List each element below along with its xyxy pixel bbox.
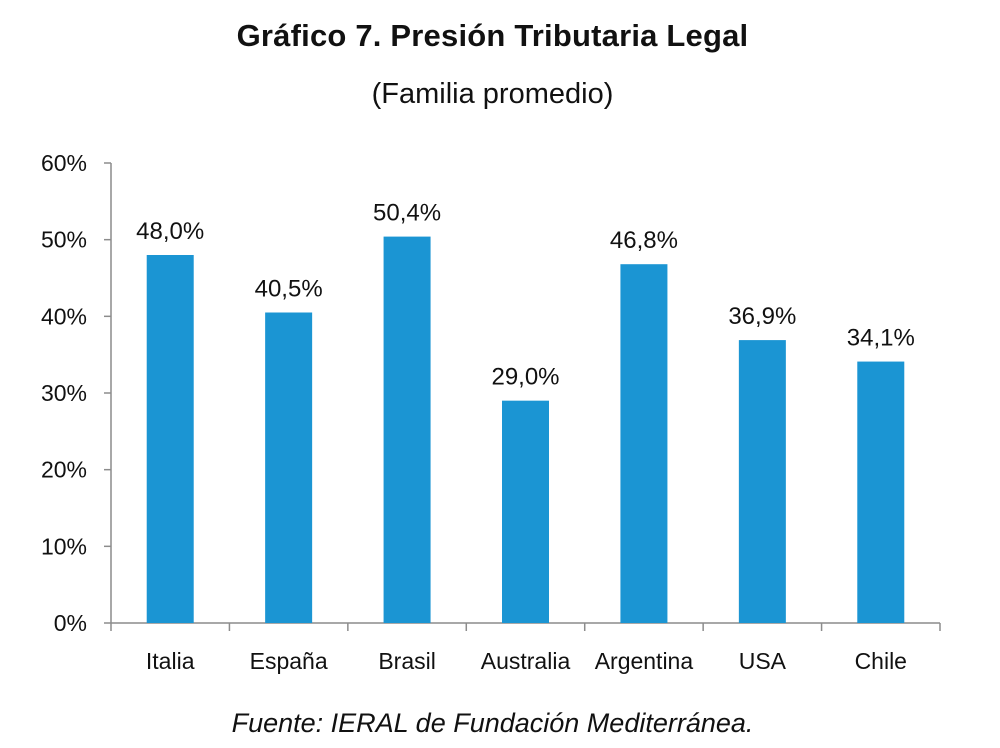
bar-usa (738, 340, 786, 623)
y-tick-label: 0% (54, 610, 87, 636)
bar-argentina (620, 264, 668, 623)
category-label: Australia (481, 648, 571, 674)
y-tick-label: 60% (41, 150, 87, 176)
category-label: España (250, 648, 328, 674)
bar-españa (265, 312, 313, 623)
y-tick-label: 40% (41, 303, 87, 329)
data-label: 29,0% (491, 364, 559, 391)
category-label: USA (739, 648, 787, 674)
y-tick-label: 20% (41, 457, 87, 483)
bar-australia (502, 400, 549, 623)
data-label: 46,8% (610, 227, 678, 254)
bar-italia (146, 255, 194, 623)
category-label: Chile (855, 648, 907, 674)
data-label: 50,4% (373, 200, 441, 227)
category-label: Brasil (378, 648, 436, 674)
chart-source: Fuente: IERAL de Fundación Mediterránea. (231, 708, 754, 738)
data-label: 48,0% (136, 218, 204, 245)
bars (146, 236, 905, 623)
y-tick-label: 10% (41, 533, 87, 559)
data-label: 36,9% (728, 303, 796, 330)
bar-chile (857, 361, 905, 623)
y-tick-label: 50% (41, 227, 87, 253)
y-tick-label: 30% (41, 380, 87, 406)
bar-brasil (383, 236, 431, 623)
chart-subtitle: (Familia promedio) (371, 78, 614, 110)
category-label: Argentina (595, 648, 694, 674)
data-label: 40,5% (255, 276, 323, 303)
chart-title: Gráfico 7. Presión Tributaria Legal (236, 18, 749, 53)
category-label: Italia (146, 648, 195, 674)
data-label: 34,1% (847, 325, 915, 352)
labels: 0% 10% 20% 30% 40% 50% 60% 48,0% Italia 40,5% Espa… (41, 150, 915, 674)
